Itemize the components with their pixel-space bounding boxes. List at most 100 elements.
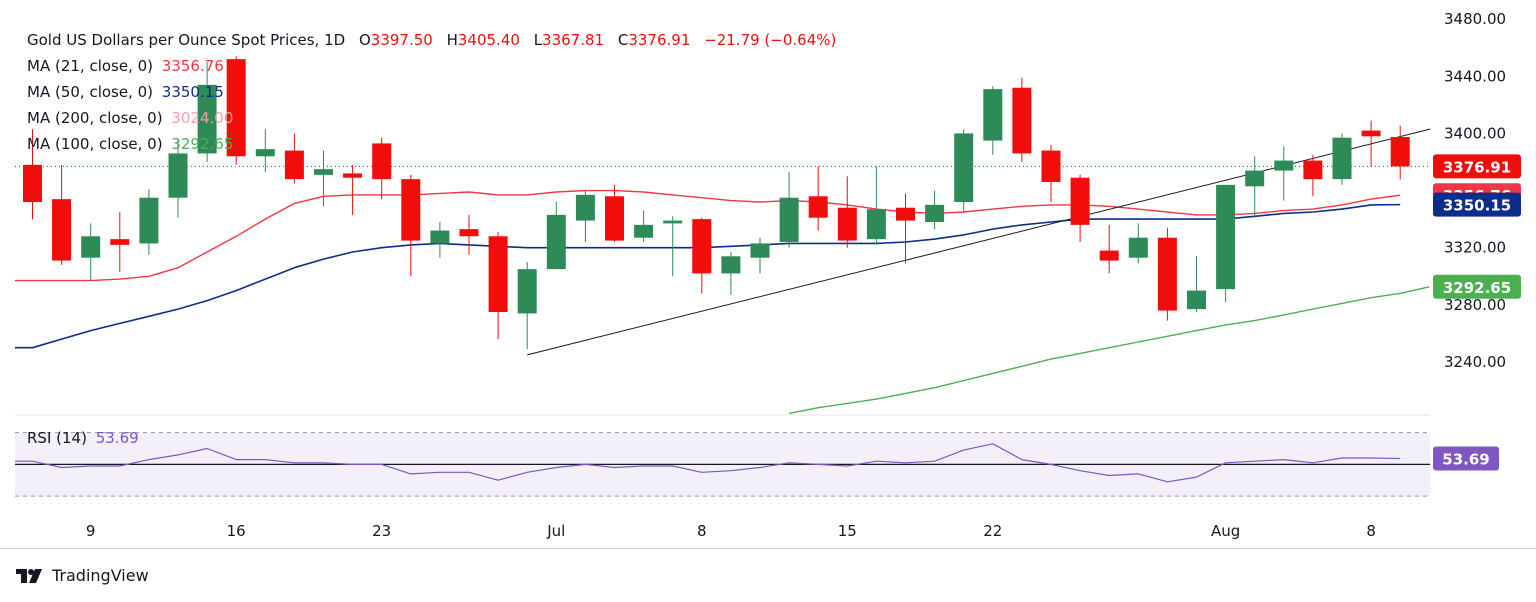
indicator-value: 3024.00	[171, 109, 234, 127]
candle	[983, 86, 1003, 155]
time-tick-label: 16	[227, 522, 246, 540]
candle	[605, 184, 624, 242]
candle	[1216, 184, 1236, 302]
candle	[896, 193, 915, 264]
candle	[1187, 256, 1206, 312]
time-axis[interactable]: 9 16 23 Jul 8 15 22 Aug 8	[86, 522, 1376, 540]
candle	[1099, 224, 1119, 274]
candle-body	[459, 229, 479, 237]
ohlc-close-value: 3376.91	[628, 31, 691, 49]
candle-body	[1332, 137, 1352, 180]
candle	[81, 223, 101, 281]
candle-body	[52, 199, 72, 261]
candle-body	[808, 196, 828, 218]
brand-name: TradingView	[52, 566, 149, 585]
candle-body	[721, 256, 741, 274]
ohlc-close-label: C	[617, 31, 629, 49]
time-tick-label: 8	[697, 522, 707, 540]
ohlc-high-label: H	[446, 31, 458, 49]
indicator-value: 3292.65	[171, 135, 234, 153]
candle-body	[255, 149, 275, 157]
candle	[692, 217, 712, 294]
candle	[517, 262, 537, 350]
ohlc-high-value: 3405.40	[457, 31, 520, 49]
rsi-band	[15, 432, 1430, 497]
price-label-text: 3376.91	[1443, 158, 1511, 176]
candle	[1157, 227, 1177, 321]
candle-body	[284, 150, 304, 180]
candle-body	[954, 133, 974, 202]
candle	[575, 190, 595, 242]
chart-legend: Gold US Dollars per Ounce Spot Prices, 1…	[27, 27, 836, 157]
candle-body	[1128, 237, 1148, 258]
candle	[808, 166, 828, 231]
indicator-ma200[interactable]: MA (200, close, 0) 3024.00	[27, 105, 836, 131]
candle	[1390, 125, 1410, 180]
candle	[750, 237, 770, 274]
price-label-tag: 3350.15	[1433, 192, 1521, 217]
price-tick-label: 3480.00	[1444, 10, 1506, 28]
candle-body	[488, 236, 508, 312]
candle-body	[1099, 250, 1119, 261]
symbol-row[interactable]: Gold US Dollars per Ounce Spot Prices, 1…	[27, 27, 836, 53]
rsi-line	[15, 443, 1401, 483]
price-label-text: 3292.65	[1443, 279, 1511, 297]
candle-body	[23, 164, 42, 202]
candle-body	[546, 214, 566, 270]
candle-body	[634, 224, 654, 238]
price-label-tag: 3292.65	[1433, 274, 1521, 299]
candle	[721, 252, 741, 295]
time-tick-label: 9	[86, 522, 96, 540]
candle	[430, 222, 450, 258]
candle-body	[372, 143, 392, 180]
candle-body	[168, 153, 188, 198]
ohlc-change: −21.79 (−0.64%)	[704, 31, 837, 49]
candle-body	[1187, 290, 1206, 310]
candle-body	[1390, 137, 1410, 167]
ma21-line	[15, 189, 1401, 282]
candle	[663, 216, 683, 277]
rsi-legend[interactable]: RSI (14) 53.69	[27, 429, 139, 447]
price-label-text: 3350.15	[1443, 197, 1511, 215]
indicator-ma21[interactable]: MA (21, close, 0) 3356.76	[27, 53, 836, 79]
rsi-tag-bg	[1433, 446, 1499, 471]
candle	[197, 62, 217, 162]
candle	[954, 129, 974, 212]
price-tick-label: 3400.00	[1444, 124, 1506, 142]
candle	[314, 150, 333, 207]
tradingview-logo[interactable]: TradingView	[16, 566, 149, 585]
candle-body	[110, 239, 130, 245]
indicator-ma100[interactable]: MA (100, close, 0) 3292.65	[27, 131, 836, 157]
candle-body	[896, 207, 915, 221]
candle-body	[1274, 160, 1294, 171]
candle-body	[663, 220, 683, 224]
candle-body	[139, 197, 159, 244]
tradingview-logo-icon	[16, 568, 42, 583]
candle	[837, 176, 857, 248]
candle-body	[1216, 184, 1236, 290]
price-label-bg	[1433, 192, 1521, 217]
price-tick-label: 3280.00	[1444, 296, 1506, 314]
candle-body	[81, 236, 101, 258]
rsi-value: 53.69	[95, 429, 139, 447]
price-chart[interactable]: 3480.00 3440.00 3400.00 3320.00 3280.00 3240.…	[0, 0, 1536, 560]
candle	[1041, 144, 1061, 202]
candle	[168, 139, 188, 218]
time-tick-label: 15	[838, 522, 857, 540]
price-tick-label: 3240.00	[1444, 353, 1506, 371]
candle-body	[692, 219, 712, 274]
candle-body	[226, 59, 246, 157]
candle-body	[1157, 237, 1177, 311]
candle-body	[1245, 170, 1265, 187]
candle-body	[983, 89, 1003, 141]
indicator-ma50[interactable]: MA (50, close, 0) 3350.15	[27, 79, 836, 105]
indicator-label: MA (200, close, 0)	[27, 109, 163, 127]
candle	[1274, 146, 1294, 201]
candle	[401, 174, 421, 277]
time-tick-label: 8	[1366, 522, 1376, 540]
candle-body	[575, 194, 595, 221]
candle	[1303, 154, 1323, 197]
price-axis[interactable]: 3480.00 3440.00 3400.00 3320.00 3280.00 3240.…	[1433, 10, 1521, 471]
price-label-bg	[1433, 274, 1521, 299]
time-tick-label: Aug	[1211, 522, 1240, 540]
